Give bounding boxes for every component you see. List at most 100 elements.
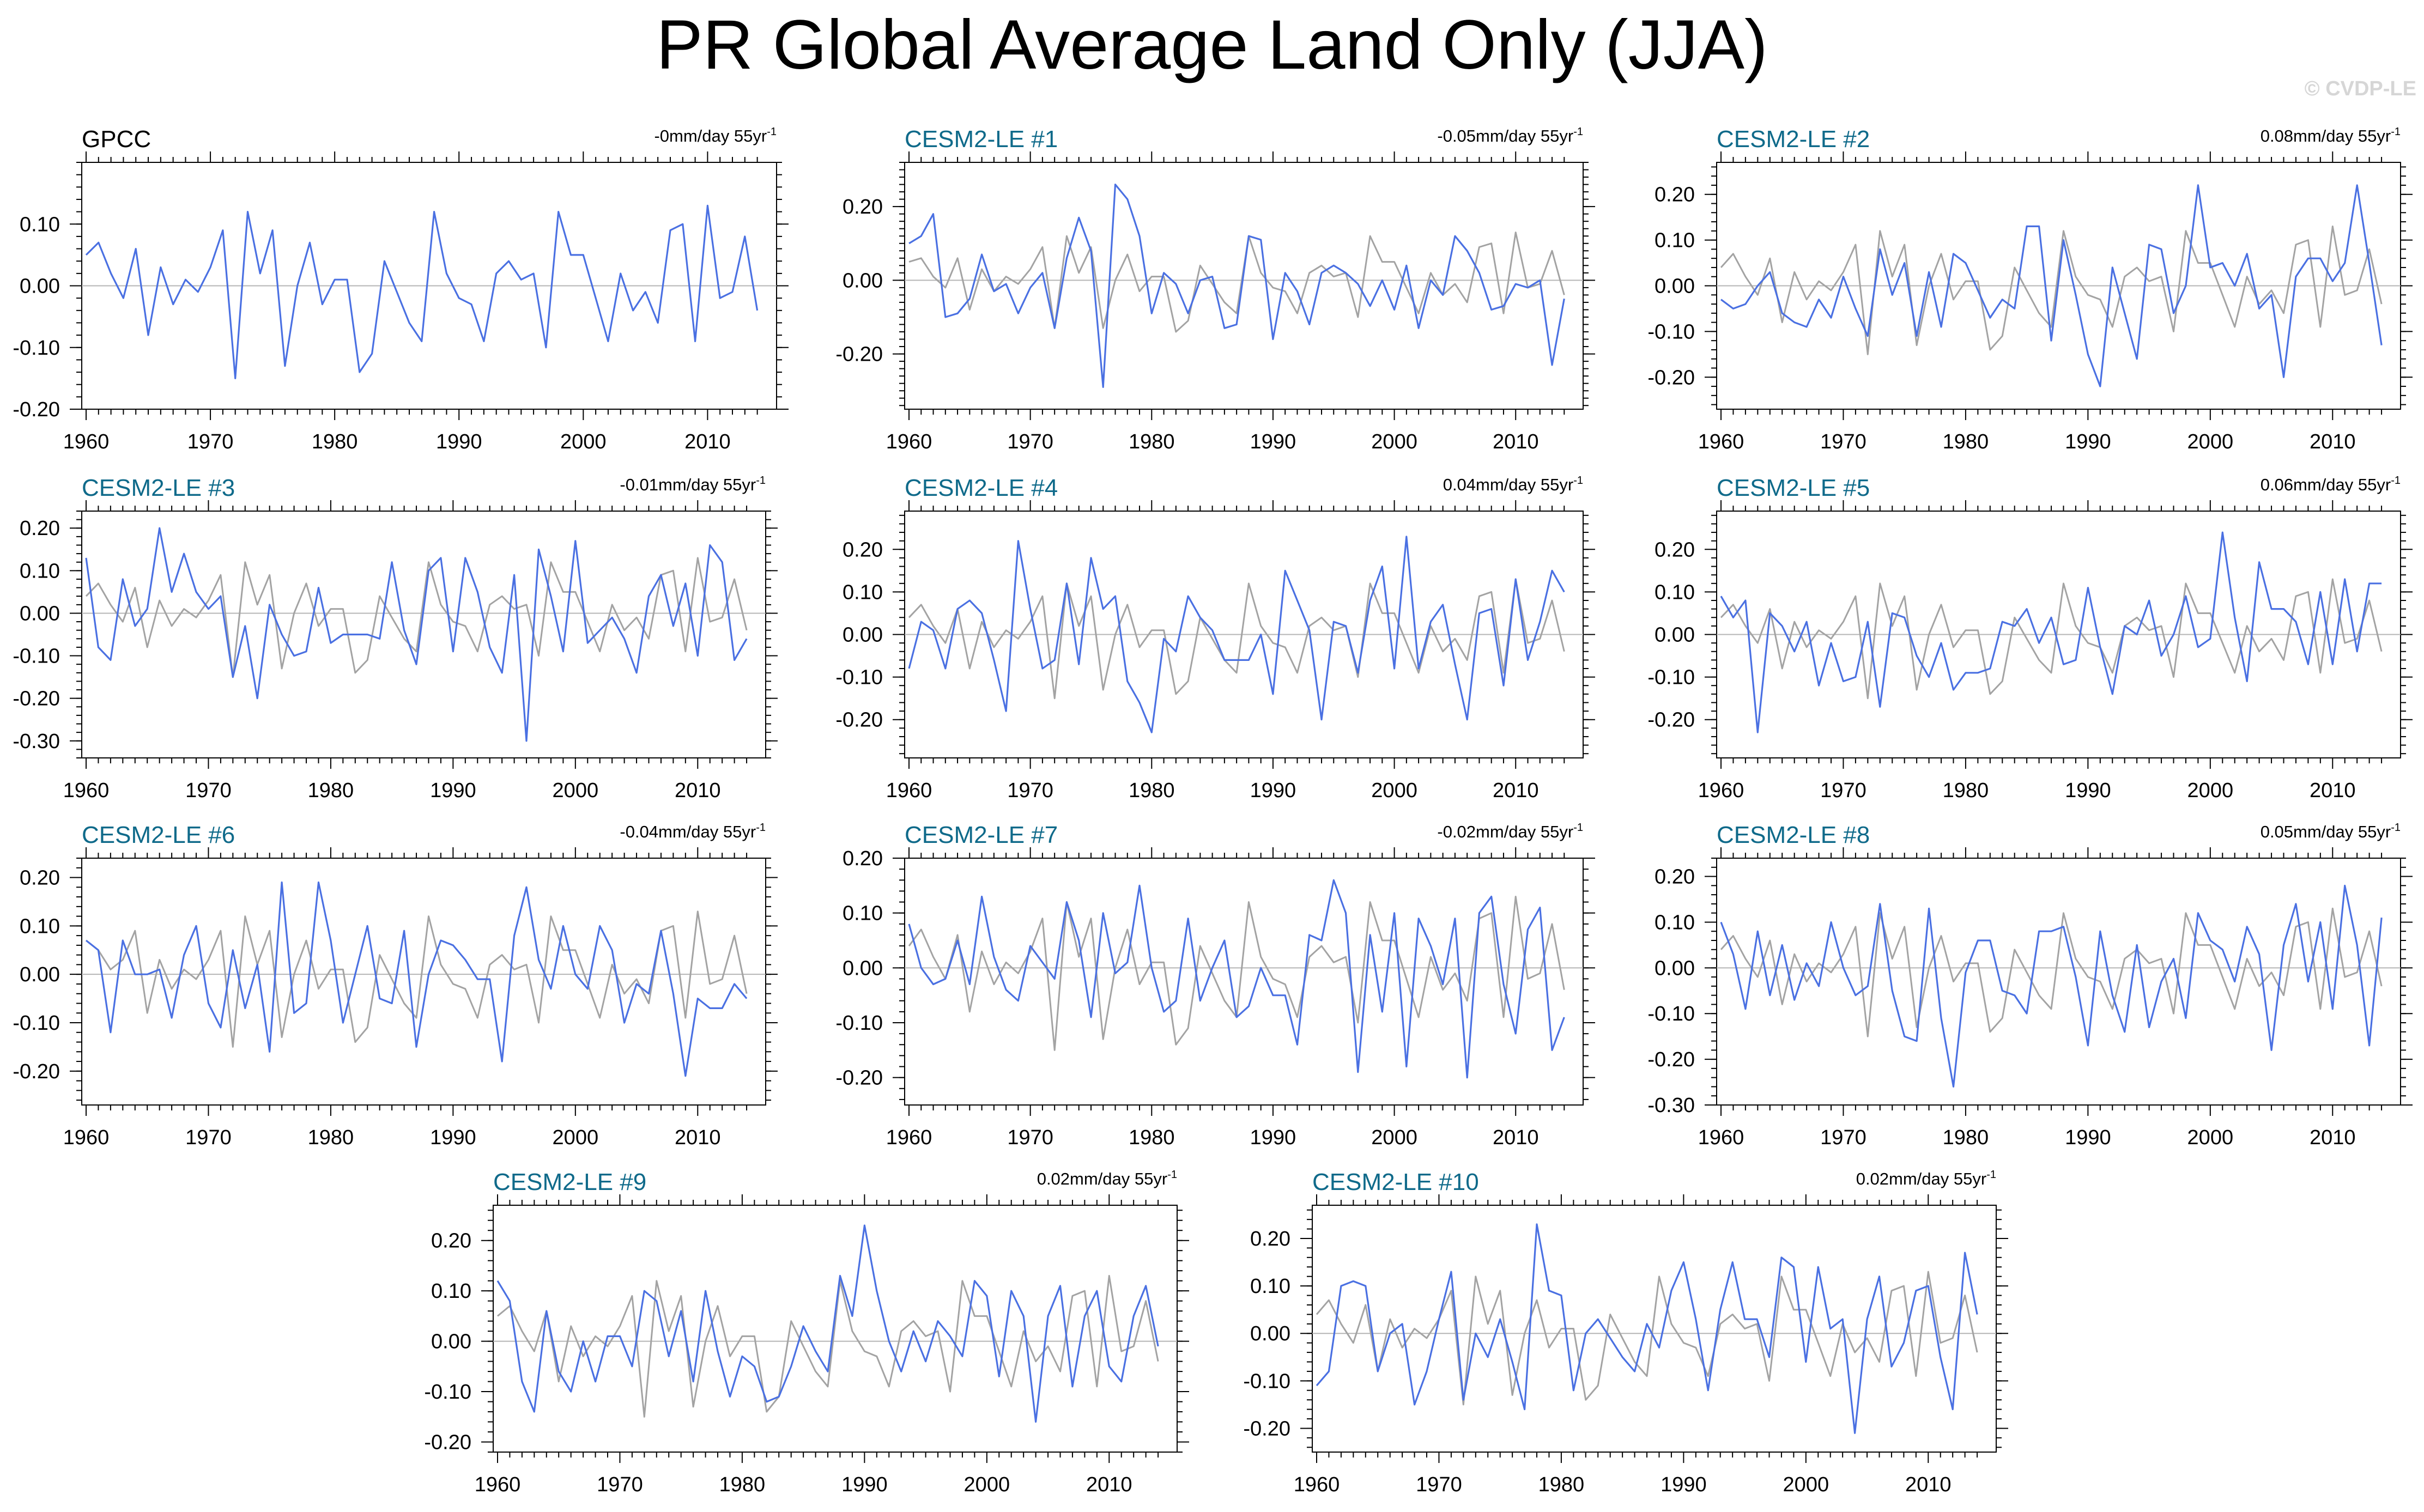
panel-title: CESM2-LE #6 bbox=[82, 822, 235, 848]
y-tick-label: -0.20 bbox=[13, 398, 60, 421]
observed-series-line bbox=[1720, 907, 2383, 1037]
y-tick-label: 0.10 bbox=[1655, 229, 1695, 252]
x-tick-label: 2000 bbox=[553, 779, 599, 802]
x-tick-label: 2000 bbox=[553, 1126, 599, 1149]
x-tick-label: 1960 bbox=[886, 430, 932, 453]
trend-label: -0.04mm/day 55yr-1 bbox=[620, 822, 766, 841]
x-tick-label: 1980 bbox=[1129, 779, 1175, 802]
trend-label: -0.01mm/day 55yr-1 bbox=[620, 475, 766, 494]
trend-superscript: -1 bbox=[767, 126, 777, 138]
panel-5: 1960 1970 1980 1990 2000 2010 -0.20 -0.10 0.00 0.… bbox=[835, 475, 1595, 802]
x-tick-label: 2010 bbox=[2310, 1126, 2356, 1149]
x-tick-label: 1990 bbox=[430, 779, 476, 802]
observed-series-line bbox=[1720, 578, 2383, 700]
model-series-line bbox=[1720, 884, 2383, 1088]
trend-label: 0.06mm/day 55yr-1 bbox=[2261, 475, 2401, 494]
x-tick-label: 1970 bbox=[1820, 1126, 1867, 1149]
x-tick-label: 2010 bbox=[1493, 779, 1539, 802]
panel-9: 1960 1970 1980 1990 2000 2010 -0.30 -0.20 -0.10 0… bbox=[1647, 822, 2413, 1149]
observed-series-line bbox=[1316, 1271, 1978, 1406]
x-tick-label: 2010 bbox=[1493, 1126, 1539, 1149]
x-tick-label: 2000 bbox=[964, 1473, 1010, 1496]
panel-6: 1960 1970 1980 1990 2000 2010 -0.20 -0.10 0.00 0.… bbox=[1647, 475, 2413, 802]
x-tick-label: 2010 bbox=[2310, 779, 2356, 802]
x-tick-label: 2000 bbox=[2187, 1126, 2234, 1149]
x-tick-label: 2000 bbox=[1371, 430, 1417, 453]
panel-3: 1960 1970 1980 1990 2000 2010 -0.20 -0.10 0.00 0.… bbox=[1647, 126, 2413, 453]
x-tick-label: 1970 bbox=[187, 430, 234, 453]
y-tick-label: -0.10 bbox=[13, 645, 60, 668]
y-tick-label: 0.20 bbox=[1655, 538, 1695, 561]
y-tick-label: -0.20 bbox=[424, 1431, 471, 1454]
x-tick-label: 1980 bbox=[312, 430, 358, 453]
panel-title: CESM2-LE #5 bbox=[1717, 475, 1870, 501]
y-tick-label: 0.10 bbox=[843, 581, 883, 604]
y-tick-label: -0.10 bbox=[1647, 320, 1695, 343]
trend-superscript: -1 bbox=[2391, 822, 2401, 834]
y-tick-label: 0.00 bbox=[1655, 624, 1695, 647]
panel-11: 1960 1970 1980 1990 2000 2010 -0.20 -0.10 0.00 0.… bbox=[1243, 1169, 2008, 1496]
model-series-line bbox=[908, 879, 1565, 1079]
y-tick-label: -0.30 bbox=[13, 730, 60, 753]
y-tick-label: 0.10 bbox=[843, 902, 883, 925]
y-tick-label: -0.10 bbox=[835, 666, 883, 689]
x-tick-label: 2000 bbox=[1371, 779, 1417, 802]
panel-title: CESM2-LE #9 bbox=[493, 1169, 646, 1195]
y-tick-label: 0.20 bbox=[843, 196, 883, 218]
x-tick-label: 2000 bbox=[1783, 1473, 1829, 1496]
panel-title: CESM2-LE #2 bbox=[1717, 126, 1870, 153]
x-tick-label: 1980 bbox=[1943, 430, 1989, 453]
y-tick-label: -0.20 bbox=[1647, 709, 1695, 732]
trend-superscript: -1 bbox=[1573, 126, 1583, 138]
y-tick-label: -0.20 bbox=[1243, 1417, 1290, 1440]
x-tick-label: 1960 bbox=[63, 1126, 110, 1149]
x-tick-label: 2010 bbox=[684, 430, 731, 453]
x-tick-label: 1980 bbox=[308, 1126, 354, 1149]
panel-title: CESM2-LE #10 bbox=[1312, 1169, 1479, 1195]
trend-superscript: -1 bbox=[756, 475, 766, 487]
y-tick-label: 0.00 bbox=[20, 602, 60, 625]
panel-title: GPCC bbox=[82, 126, 151, 153]
watermark: © CVDP-LE bbox=[2304, 77, 2416, 100]
y-tick-label: 0.00 bbox=[20, 275, 60, 298]
x-tick-label: 1990 bbox=[436, 430, 482, 453]
trend-label: 0.04mm/day 55yr-1 bbox=[1443, 475, 1583, 494]
y-tick-label: -0.10 bbox=[835, 1012, 883, 1035]
observed-series-line bbox=[908, 896, 1565, 1051]
y-tick-label: 0.10 bbox=[20, 915, 60, 938]
x-tick-label: 2010 bbox=[2310, 430, 2356, 453]
x-tick-label: 1990 bbox=[2065, 1126, 2111, 1149]
y-tick-label: 0.00 bbox=[1655, 957, 1695, 980]
model-series-line bbox=[85, 204, 759, 380]
x-tick-label: 2010 bbox=[1493, 430, 1539, 453]
y-tick-label: -0.20 bbox=[835, 1067, 883, 1090]
y-tick-label: 0.20 bbox=[20, 517, 60, 540]
plot-frame bbox=[81, 858, 766, 1106]
plot-frame bbox=[1312, 1205, 1997, 1453]
x-tick-label: 1990 bbox=[430, 1126, 476, 1149]
x-tick-label: 1990 bbox=[1661, 1473, 1707, 1496]
x-tick-label: 1960 bbox=[475, 1473, 521, 1496]
x-tick-label: 1970 bbox=[1416, 1473, 1462, 1496]
observed-series-line bbox=[497, 1274, 1159, 1418]
x-tick-label: 1960 bbox=[886, 1126, 932, 1149]
plot-frame bbox=[493, 1205, 1178, 1453]
y-tick-label: 0.00 bbox=[1655, 275, 1695, 298]
x-tick-label: 1980 bbox=[1129, 430, 1175, 453]
trend-superscript: -1 bbox=[2391, 126, 2401, 138]
panel-10: 1960 1970 1980 1990 2000 2010 -0.20 -0.10 0.00 0.… bbox=[424, 1169, 1189, 1496]
x-tick-label: 1980 bbox=[1943, 779, 1989, 802]
y-tick-label: 0.20 bbox=[843, 847, 883, 870]
x-tick-label: 1970 bbox=[597, 1473, 643, 1496]
y-tick-label: -0.10 bbox=[13, 337, 60, 360]
x-tick-label: 1970 bbox=[1007, 1126, 1053, 1149]
x-tick-label: 1970 bbox=[1820, 779, 1867, 802]
plot-frame bbox=[904, 858, 1584, 1106]
panel-2: 1960 1970 1980 1990 2000 2010 -0.20 0.00 0.20 CES… bbox=[835, 126, 1595, 453]
y-tick-label: -0.20 bbox=[13, 1060, 60, 1083]
y-tick-label: 0.10 bbox=[1250, 1275, 1290, 1298]
model-series-line bbox=[85, 527, 748, 742]
y-tick-label: -0.10 bbox=[424, 1381, 471, 1404]
y-tick-label: 0.00 bbox=[20, 963, 60, 986]
y-tick-label: -0.10 bbox=[13, 1012, 60, 1035]
